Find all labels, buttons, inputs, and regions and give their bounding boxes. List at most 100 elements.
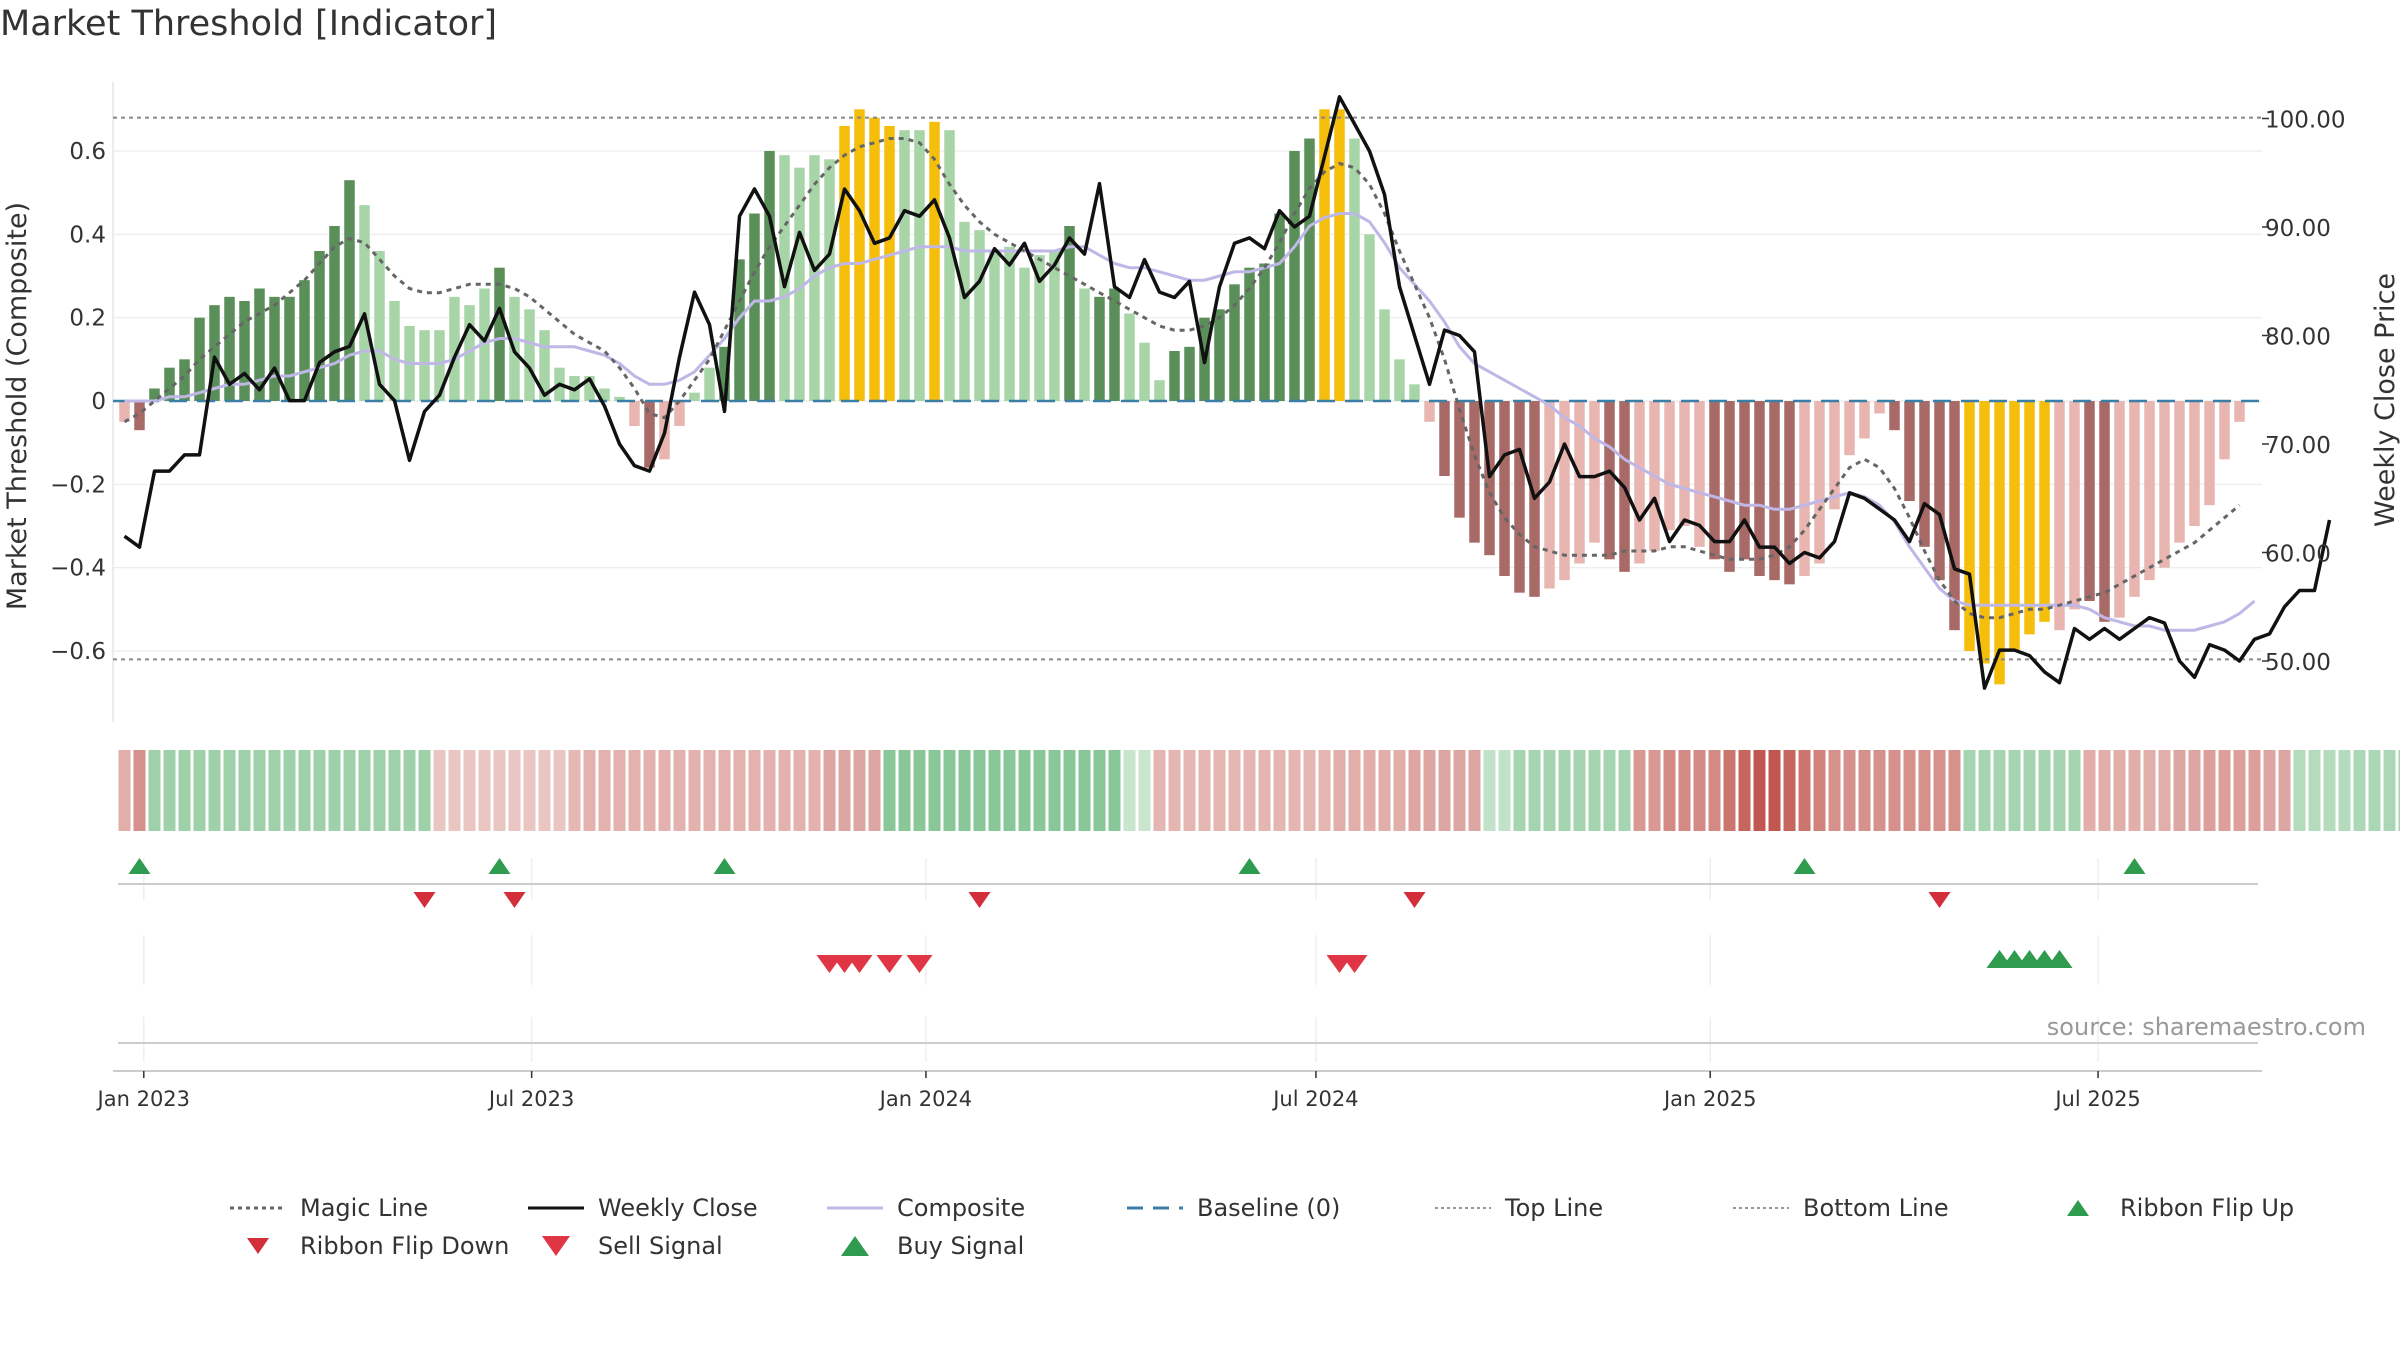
ribbon-flip-down-marker xyxy=(1928,892,1951,908)
y-axis-right-label: Weekly Close Price xyxy=(2370,273,2400,527)
composite-bar xyxy=(2189,401,2200,527)
ribbon-cell xyxy=(2338,750,2351,831)
ribbon-cell xyxy=(2203,750,2216,831)
ribbon-cell xyxy=(748,750,761,831)
ribbon-cell xyxy=(1783,750,1796,831)
ribbon-cell xyxy=(208,750,221,831)
ribbon-cell xyxy=(448,750,461,831)
composite-bar xyxy=(674,401,685,427)
composite-bar xyxy=(1679,401,1690,527)
ribbon-cell xyxy=(523,750,536,831)
composite-bar xyxy=(1349,138,1360,401)
ribbon-cell xyxy=(1768,750,1781,831)
ribbon-cell xyxy=(1678,750,1691,831)
composite-bar xyxy=(164,367,175,401)
magic-line xyxy=(123,137,2241,620)
ribbon-cell xyxy=(2173,750,2186,831)
composite-bar xyxy=(1769,401,1780,581)
composite-bar xyxy=(1364,234,1375,401)
ribbon-cell xyxy=(763,750,776,831)
composite-bar xyxy=(614,396,625,401)
composite-bar xyxy=(2174,401,2185,543)
ribbon-cell xyxy=(1903,750,1916,831)
ribbon-cell xyxy=(1348,750,1361,831)
legend-swatch xyxy=(528,1206,584,1210)
ribbon-cell xyxy=(808,750,821,831)
composite-bar xyxy=(1289,150,1300,401)
buy-signal-marker xyxy=(2046,950,2073,968)
ribbon-cell xyxy=(508,750,521,831)
composite-bar xyxy=(2009,401,2020,652)
ribbon-cell xyxy=(193,750,206,831)
legend-swatch xyxy=(230,1206,286,1210)
ribbon-cell xyxy=(2218,750,2231,831)
ribbon-flip-down-marker xyxy=(503,892,526,908)
composite-bar xyxy=(2054,401,2065,631)
ribbon-cell xyxy=(118,750,131,831)
ribbon-cell xyxy=(1063,750,1076,831)
ribbon-cell xyxy=(1813,750,1826,831)
ribbon-cell xyxy=(1078,750,1091,831)
ribbon-cell xyxy=(1258,750,1271,831)
ribbon-cell xyxy=(1483,750,1496,831)
ribbon-cell xyxy=(163,750,176,831)
ribbon-cell xyxy=(658,750,671,831)
ribbon-cell xyxy=(1828,750,1841,831)
ribbon-cell xyxy=(1393,750,1406,831)
legend-label: Ribbon Flip Up xyxy=(2120,1194,2295,1222)
ribbon-cell xyxy=(1528,750,1541,831)
composite-bar xyxy=(1994,401,2005,685)
ribbon-cell xyxy=(463,750,476,831)
composite-bar xyxy=(1664,401,1675,531)
ribbon-cell xyxy=(433,750,446,831)
composite-bar xyxy=(1469,401,1480,543)
composite-bar xyxy=(1229,284,1240,401)
source-credit: source: sharemaestro.com xyxy=(2047,1013,2366,1041)
y-right-tick-label: 60.00 xyxy=(2265,542,2331,568)
ribbon-cell xyxy=(1333,750,1346,831)
ribbon-cell xyxy=(1153,750,1166,831)
ribbon-cell xyxy=(2263,750,2276,831)
ribbon-cell xyxy=(898,750,911,831)
ribbon-cell xyxy=(358,750,371,831)
ribbon-flip-up-marker xyxy=(713,858,736,874)
legend-item: Sell Signal xyxy=(526,1228,723,1264)
composite-bar xyxy=(719,346,730,401)
weekly-close-line xyxy=(123,95,2332,690)
ribbon-cell xyxy=(793,750,806,831)
composite-bar xyxy=(899,130,910,402)
ribbon-cell xyxy=(1423,750,1436,831)
composite-bar xyxy=(1109,288,1120,401)
composite-bar xyxy=(1814,401,1825,564)
composite-bar xyxy=(914,130,925,402)
legend-swatch xyxy=(247,1238,269,1254)
ribbon-cell xyxy=(1018,750,1031,831)
composite-bar xyxy=(539,330,550,401)
ribbon-cell xyxy=(613,750,626,831)
composite-bar xyxy=(1964,401,1975,652)
ribbon-cell xyxy=(928,750,941,831)
y-left-tick-label: −0.4 xyxy=(50,556,106,582)
composite-bar xyxy=(1169,350,1180,401)
composite-bar xyxy=(2039,401,2050,622)
y-left-tick-label: 0.2 xyxy=(69,306,106,332)
y-right-tick-label: 90.00 xyxy=(2265,216,2331,242)
composite-bar xyxy=(1394,359,1405,401)
ribbon-cell xyxy=(1498,750,1511,831)
ribbon-cell xyxy=(1108,750,1121,831)
ribbon-cell xyxy=(1798,750,1811,831)
ribbon-cell xyxy=(1693,750,1706,831)
composite-bar xyxy=(884,125,895,401)
composite-bar xyxy=(269,296,280,401)
composite-bar xyxy=(1319,109,1330,402)
ribbon-cell xyxy=(2128,750,2141,831)
composite-bar xyxy=(1019,267,1030,401)
ribbon-cell xyxy=(1708,750,1721,831)
composite-bar xyxy=(779,155,790,401)
ribbon-cell xyxy=(2233,750,2246,831)
composite-bar xyxy=(1304,138,1315,401)
ribbon-cell xyxy=(178,750,191,831)
ribbon-cell xyxy=(1573,750,1586,831)
composite-bar xyxy=(1184,346,1195,401)
ribbon-cell xyxy=(1243,750,1256,831)
